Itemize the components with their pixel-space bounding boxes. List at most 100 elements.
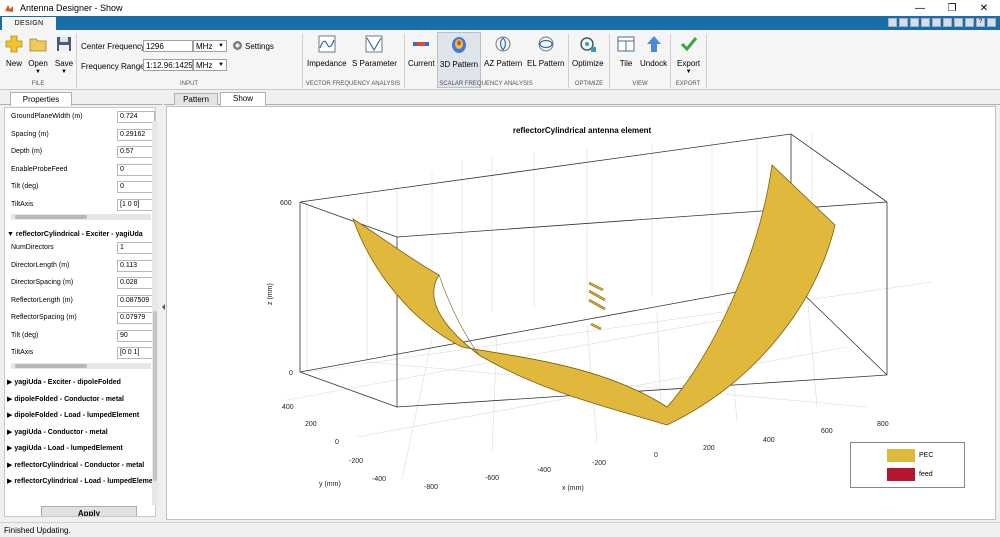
tab-design[interactable]: DESIGN — [2, 17, 56, 30]
undo-quick-icon[interactable] — [932, 18, 941, 27]
optimize-group-label: OPTIMIZE — [574, 81, 604, 87]
tab-pattern[interactable]: Pattern — [174, 93, 218, 105]
y-tick-label: 200 — [305, 421, 317, 428]
status-bar: Finished Updating. — [0, 522, 1000, 537]
group-divider — [568, 34, 569, 88]
property-value-field[interactable]: 0.087509 — [117, 294, 155, 307]
legend-label-pec: PEC — [919, 452, 934, 459]
property-row: ReflectorSpacing (m) 0.07979 — [5, 310, 155, 327]
tile-button[interactable]: Tile — [616, 34, 636, 68]
new-button[interactable]: New — [4, 34, 24, 68]
property-value-field[interactable]: 1 — [117, 242, 155, 254]
property-value-field[interactable]: 0 — [117, 163, 155, 176]
center-frequency-input[interactable]: 1296 — [143, 40, 193, 52]
close-button[interactable]: ✕ — [979, 2, 989, 14]
undock-button[interactable]: Undock — [640, 34, 667, 68]
current-button[interactable]: Current — [408, 34, 435, 68]
gear-icon[interactable] — [232, 40, 243, 51]
settings-button[interactable]: Settings — [245, 42, 274, 51]
property-label: GroundPlaneWidth (m) — [11, 113, 83, 120]
collapsed-section[interactable]: ▶ reflectorCylindrical - Conductor - met… — [7, 461, 145, 469]
collapsed-section[interactable]: ▶ yagiUda - Exciter - dipoleFolded — [7, 379, 121, 386]
property-value-field[interactable]: 0.028 — [117, 277, 155, 289]
center-frequency-unit-select[interactable]: MHz — [193, 40, 227, 52]
s-parameter-button[interactable]: S Parameter — [352, 34, 397, 68]
tab-properties[interactable]: Properties — [10, 92, 72, 106]
property-label: TiltAxis — [11, 200, 34, 208]
save-button[interactable]: Save ▼ — [54, 34, 74, 75]
cut-quick-icon[interactable] — [899, 18, 908, 27]
az-polar-icon — [493, 34, 513, 54]
property-value-field[interactable]: 90 — [117, 329, 155, 342]
properties-panel: Properties GroundPlaneWidth (m) 0.724 Spac… — [0, 91, 162, 521]
x-tick-label: -800 — [424, 484, 438, 491]
property-row: NumDirectors 1 — [5, 240, 155, 257]
collapsed-section[interactable]: ▶ yagiUda - Conductor - metal — [7, 428, 108, 436]
frequency-range-unit-select[interactable]: MHz — [193, 59, 227, 71]
legend[interactable]: PEC feed — [850, 442, 965, 488]
el-pattern-button[interactable]: EL Pattern — [527, 34, 565, 68]
minimize-button[interactable]: — — [915, 2, 925, 14]
copy-quick-icon[interactable] — [910, 18, 919, 27]
options-quick-icon[interactable] — [987, 18, 996, 27]
chevron-down-icon: ▼ — [685, 69, 692, 75]
vertical-scrollbar[interactable] — [152, 121, 158, 505]
section-label: reflectorCylindrical - Conductor - metal — [14, 461, 145, 469]
quick-access-toolbar: ? — [888, 18, 996, 27]
z-tick-label: 0 — [289, 370, 293, 377]
open-button[interactable]: Open ▼ — [28, 34, 48, 75]
tab-show[interactable]: Show — [220, 92, 266, 106]
property-label: Tilt (deg) — [11, 331, 39, 339]
property-value-field[interactable]: 0.113 — [117, 259, 155, 272]
title-bar: Antenna Designer - Show — ❐ ✕ — [0, 0, 1000, 16]
property-label: DirectorSpacing (m) — [11, 279, 74, 286]
property-value-field[interactable]: 0.29162 — [117, 128, 155, 141]
redo-quick-icon[interactable] — [943, 18, 952, 27]
apply-button[interactable]: Apply — [41, 506, 137, 516]
help-quick-icon[interactable]: ? — [976, 18, 985, 27]
panel-splitter[interactable] — [162, 300, 165, 314]
collapsed-section[interactable]: ▶ dipoleFolded - Load - lumpedElement — [7, 412, 140, 419]
y-tick-label: 400 — [282, 404, 294, 411]
horizontal-scrollbar[interactable] — [11, 214, 151, 220]
property-value-field[interactable]: [1 0 0] — [117, 198, 155, 211]
property-label: ReflectorLength (m) — [11, 296, 73, 304]
status-text: Finished Updating. — [4, 526, 71, 535]
collapsed-section[interactable]: ▶ yagiUda - Load - lumpedElement — [7, 445, 123, 452]
impedance-button[interactable]: Impedance — [307, 34, 347, 68]
frequency-range-input[interactable]: 1:12.96:1425.6 — [143, 59, 193, 71]
property-label: TiltAxis — [11, 349, 34, 356]
optimize-button[interactable]: Optimize — [572, 34, 604, 68]
export-button[interactable]: Export ▼ — [677, 34, 700, 75]
property-label: Spacing (m) — [11, 130, 49, 138]
property-value-field[interactable]: [0 0 1] — [117, 347, 155, 359]
property-row: ReflectorLength (m) 0.087509 — [5, 293, 155, 310]
antenna-figure[interactable]: reflectorCylindrical antenna element — [166, 106, 996, 520]
property-value-field[interactable]: 0 — [117, 181, 155, 193]
yagi-exciter-highlights — [588, 282, 606, 330]
property-value-field[interactable]: 0.07979 — [117, 312, 155, 324]
3d-axes[interactable]: z (mm) y (mm) x (mm) 600 0 400 200 0 -20… — [167, 107, 996, 520]
check-mark-icon — [679, 34, 699, 54]
az-pattern-button[interactable]: AZ Pattern — [484, 34, 522, 68]
expand-quick-icon[interactable] — [965, 18, 974, 27]
switch-window-quick-icon[interactable] — [954, 18, 963, 27]
save-quick-icon[interactable] — [888, 18, 897, 27]
property-value-field[interactable]: 0.724 — [117, 111, 155, 123]
grid-lines — [286, 134, 933, 480]
property-value-field[interactable]: 0.57 — [117, 146, 155, 158]
collapsed-section[interactable]: ▶ dipoleFolded - Conductor - metal — [7, 395, 124, 403]
collapsed-section[interactable]: ▶ reflectorCylindrical - Load - lumpedEl… — [7, 477, 155, 485]
3d-pattern-button[interactable]: 3D Pattern — [437, 32, 481, 88]
ribbon: New Open ▼ Save ▼ FILE Center Frequency … — [0, 30, 1000, 90]
x-tick-label: 0 — [654, 452, 658, 459]
paste-quick-icon[interactable] — [921, 18, 930, 27]
maximize-button[interactable]: ❐ — [947, 2, 957, 14]
group-divider — [76, 34, 77, 88]
group-divider — [670, 34, 671, 88]
properties-list[interactable]: GroundPlaneWidth (m) 0.724 Spacing (m) 0.29… — [4, 107, 156, 517]
section-label: dipoleFolded - Conductor - metal — [14, 395, 124, 403]
horizontal-scrollbar[interactable] — [11, 363, 151, 369]
reflector-surface[interactable] — [352, 164, 836, 426]
section-reflector-exciter[interactable]: ▼ reflectorCylindrical - Exciter - yagiU… — [7, 231, 143, 238]
